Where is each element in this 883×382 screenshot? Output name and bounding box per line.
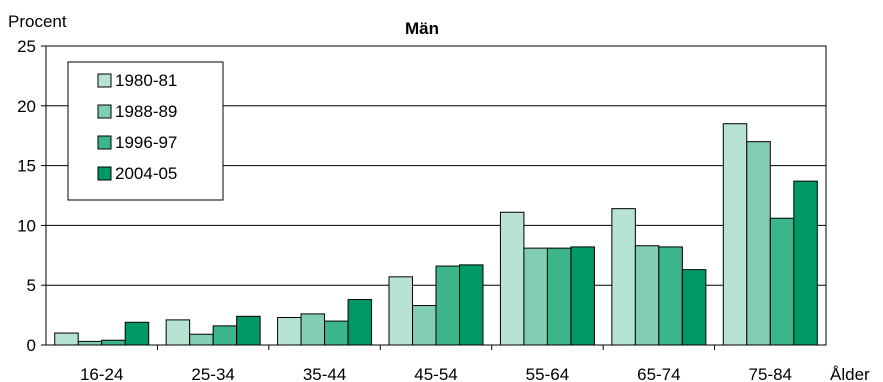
bar-1988-89-55-64 (523, 247, 548, 346)
y-tick-label: 25 (17, 37, 36, 56)
bar-1996-97-16-24 (101, 339, 126, 346)
legend-label: 1996-97 (115, 133, 177, 152)
legend: 1980-81 1988-89 1996-97 2004-05 (67, 61, 224, 201)
bar-2004-05-35-44 (347, 299, 373, 346)
y-tick-label: 20 (17, 97, 36, 116)
plot-frame (45, 45, 827, 346)
legend-swatch (97, 73, 112, 88)
bar-1980-81-16-24 (54, 332, 79, 346)
bar-1980-81-75-84 (722, 123, 748, 346)
x-axis-ticks: 16-24 25-34 35-44 45-54 55-64 65-74 75-84 (80, 345, 792, 382)
bar-2004-05-65-74 (681, 269, 707, 346)
bar-1988-89-35-44 (300, 313, 326, 346)
y-tick-label: 5 (27, 276, 36, 295)
bar-2004-05-16-24 (124, 321, 150, 346)
bar-1996-97-65-74 (658, 246, 683, 346)
bar-1988-89-25-34 (189, 333, 214, 346)
legend-label: 1980-81 (115, 71, 177, 90)
legend-label: 1988-89 (115, 102, 177, 121)
legend-swatch (97, 135, 112, 150)
legend-swatch (97, 104, 112, 119)
bar-1980-81-25-34 (165, 319, 191, 346)
bar-2004-05-25-34 (236, 315, 261, 346)
x-tick-label: 45-54 (414, 365, 457, 382)
bar-1996-97-25-34 (212, 325, 238, 346)
x-tick-label: 25-34 (191, 365, 234, 382)
x-tick-label: 65-74 (637, 365, 680, 382)
legend-swatch (97, 166, 112, 181)
bar-1996-97-55-64 (546, 247, 572, 346)
y-axis-ticks: 0 5 10 15 20 25 (17, 37, 46, 355)
bar-1980-81-65-74 (611, 208, 636, 346)
legend-box (67, 61, 224, 201)
bar-1996-97-45-54 (435, 265, 460, 346)
bar-2004-05-55-64 (570, 246, 595, 346)
bar-1988-89-45-54 (412, 305, 437, 346)
bar-1988-89-16-24 (77, 340, 103, 346)
x-tick-label: 16-24 (80, 365, 123, 382)
bar-2004-05-75-84 (793, 180, 818, 346)
bar-1980-81-45-54 (388, 276, 413, 346)
y-tick-label: 0 (27, 336, 36, 355)
x-tick-label: 55-64 (526, 365, 569, 382)
y-axis-label: Procent (8, 12, 67, 31)
bar-1980-81-35-44 (277, 316, 302, 346)
bar-1988-89-75-84 (746, 141, 771, 346)
x-axis-label: Ålder (830, 365, 870, 382)
bar-1996-97-75-84 (769, 217, 795, 346)
chart-title: Män (405, 19, 439, 38)
y-tick-label: 10 (17, 216, 36, 235)
x-tick-label: 35-44 (303, 365, 346, 382)
bar-1996-97-35-44 (324, 320, 349, 346)
bar-2004-05-45-54 (459, 264, 484, 346)
bar-1980-81-55-64 (499, 211, 525, 346)
legend-label: 2004-05 (115, 164, 177, 183)
x-tick-label: 75-84 (749, 365, 792, 382)
y-tick-label: 15 (17, 157, 36, 176)
bars (54, 123, 818, 346)
bar-1988-89-65-74 (634, 245, 660, 346)
